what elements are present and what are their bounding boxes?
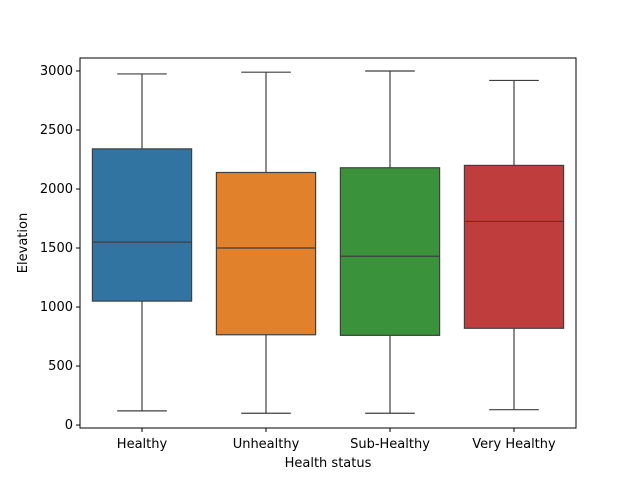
iqr-box [215, 171, 317, 336]
iqr-box [91, 148, 193, 302]
y-tick-label: 2000 [40, 182, 73, 197]
plot-frame [79, 57, 577, 429]
x-tick-label: Unhealthy [233, 437, 300, 452]
iqr-box [339, 167, 441, 336]
x-tick-label: Very Healthy [472, 437, 556, 452]
x-tick-label: Healthy [117, 437, 168, 452]
y-tick-label: 1500 [40, 241, 73, 256]
y-tick-label: 2500 [40, 123, 73, 138]
box-unhealthy [215, 71, 317, 414]
y-tick-label: 3000 [40, 64, 73, 79]
y-tick-label: 1000 [40, 300, 73, 315]
y-axis-label: Elevation [16, 213, 31, 273]
y-tick-label: 0 [65, 418, 73, 433]
boxes-layer [91, 70, 565, 414]
x-axis: Healthy Unhealthy Sub-Healthy Very Healthy [117, 428, 556, 452]
box-healthy [91, 73, 193, 412]
box-sub-healthy [339, 70, 441, 414]
iqr-box [463, 164, 565, 329]
y-axis: 0 500 1000 1500 2000 2500 3000 [40, 64, 80, 433]
y-tick-label: 500 [48, 359, 73, 374]
x-tick-label: Sub-Healthy [350, 437, 430, 452]
box-very-healthy [463, 79, 565, 411]
x-axis-label: Health status [285, 456, 372, 471]
